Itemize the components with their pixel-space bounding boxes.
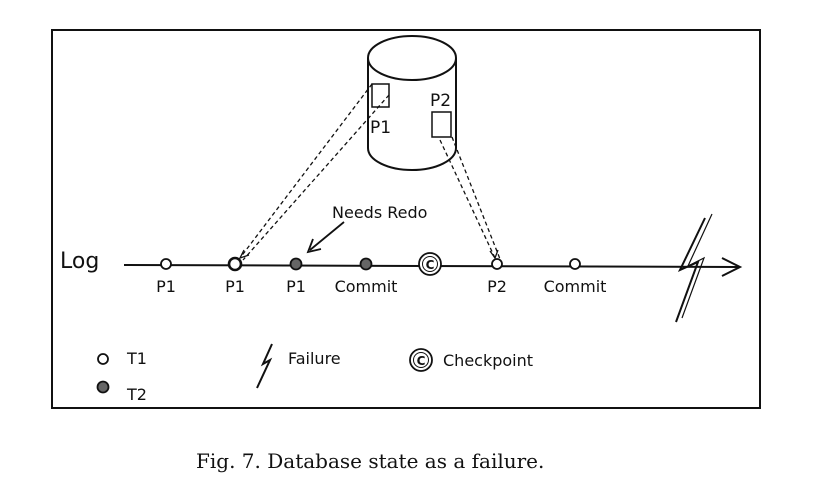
database-disk-icon	[367, 35, 457, 171]
timeline-record-label: P1	[156, 277, 176, 296]
timeline-record-label: Commit	[544, 277, 607, 296]
timeline-record-marker-t1	[491, 258, 503, 270]
page-link-lines	[239, 83, 501, 261]
timeline-record-marker-t2	[359, 257, 373, 271]
legend-t1-label: T1	[126, 349, 147, 368]
timeline-record-marker-t1	[160, 258, 172, 270]
needs-redo-label: Needs Redo	[332, 203, 427, 222]
page-link-arrowheads	[238, 249, 499, 260]
timeline-record-label: P1	[225, 277, 245, 296]
legend-t1-marker	[97, 353, 109, 365]
legend-checkpoint-icon: C	[409, 348, 433, 372]
log-label: Log	[60, 249, 99, 274]
failure-bolt-shadow	[681, 213, 713, 319]
diagram-frame	[51, 29, 761, 409]
legend-t2-marker	[96, 380, 110, 394]
legend-checkpoint-label: Checkpoint	[443, 351, 533, 370]
timeline-record-label: P1	[286, 277, 306, 296]
disk-page-p2-box	[431, 111, 452, 138]
timeline-checkpoint-ring	[422, 256, 438, 272]
timeline-record-marker-t1	[569, 258, 581, 270]
timeline-record-marker-t2	[289, 257, 303, 271]
legend-failure-icon	[256, 343, 273, 389]
legend-t2-label: T2	[126, 385, 147, 404]
timeline-records: P1 P1 P1 Commit C P2 Commit	[156, 252, 607, 296]
timeline-record-marker-t1	[227, 256, 243, 272]
timeline-checkpoint-glyph: C	[426, 258, 435, 272]
disk-page-p1-label: P1	[370, 118, 391, 138]
disk-page-p1-box	[371, 83, 390, 108]
failure-bolt-icon	[675, 217, 706, 323]
needs-redo-arrow	[306, 221, 345, 254]
legend-checkpoint-glyph: C	[417, 354, 426, 368]
disk-page-p2-label: P2	[430, 91, 451, 111]
timeline-record-label: Commit	[335, 277, 398, 296]
timeline-record-label: P2	[487, 277, 507, 296]
figure-caption: Fig. 7. Database state as a failure.	[196, 449, 544, 473]
legend-failure-label: Failure	[288, 349, 341, 368]
